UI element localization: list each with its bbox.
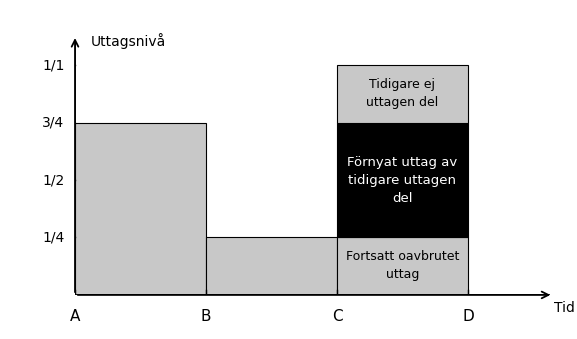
Text: D: D <box>462 309 474 324</box>
Text: 1/4: 1/4 <box>42 231 65 244</box>
Text: Tid: Tid <box>554 301 575 315</box>
Text: C: C <box>332 309 342 324</box>
Bar <box>337 238 468 295</box>
Text: Förnyat uttag av
tidigare uttagen
del: Förnyat uttag av tidigare uttagen del <box>347 156 458 204</box>
Bar <box>75 123 206 295</box>
Bar <box>337 123 468 238</box>
Text: B: B <box>201 309 211 324</box>
Text: Tidigare ej
uttagen del: Tidigare ej uttagen del <box>366 78 439 109</box>
Bar <box>206 238 337 295</box>
Text: Uttagsnivå: Uttagsnivå <box>91 33 166 49</box>
Text: 1/1: 1/1 <box>42 58 65 72</box>
Text: 1/2: 1/2 <box>42 173 65 187</box>
Bar <box>337 65 468 123</box>
Text: 3/4: 3/4 <box>42 116 65 129</box>
Text: A: A <box>70 309 80 324</box>
Text: Fortsatt oavbrutet
uttag: Fortsatt oavbrutet uttag <box>346 250 459 281</box>
